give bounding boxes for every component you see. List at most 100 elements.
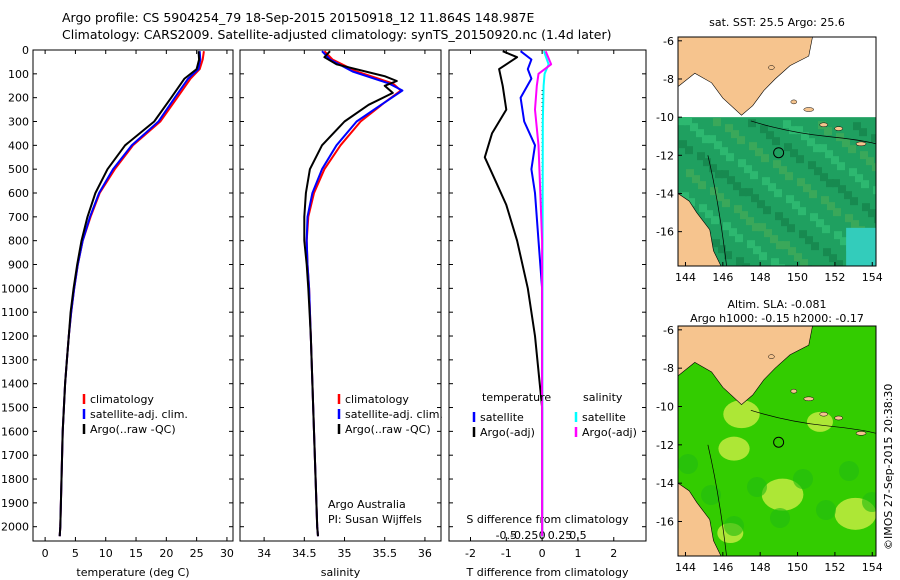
- x-tick-label-temperature: 0: [42, 547, 49, 560]
- sst-cell: [825, 150, 833, 159]
- map-x-tick-label: 144: [675, 271, 696, 284]
- y-tick-label: 600: [8, 187, 29, 200]
- map-y-tick-label: -12: [656, 439, 674, 452]
- sst-cell: [811, 242, 819, 251]
- sst-cell: [766, 131, 774, 140]
- legend-label-temperature: climatology: [90, 393, 154, 406]
- sst-cell: [731, 130, 739, 139]
- sst-cell: [697, 152, 705, 161]
- sst-cell: [801, 132, 809, 141]
- sst-cell: [752, 223, 760, 232]
- sst-cell: [848, 145, 856, 154]
- sst-cell: [829, 254, 837, 263]
- x-tick-label-difference: 0: [539, 547, 546, 560]
- sst-cell: [723, 222, 731, 231]
- x-tick-label-temperature: 25: [190, 547, 204, 560]
- sst-cell: [831, 156, 839, 165]
- map-title: sat. SST: 25.5 Argo: 25.6: [709, 16, 845, 29]
- y-tick-label: 900: [8, 259, 29, 272]
- sst-cell: [720, 147, 728, 156]
- sst-cell: [872, 163, 876, 172]
- sst-cell: [797, 178, 805, 187]
- legend-label-temperature: Argo(-adj): [480, 426, 535, 439]
- sst-cell: [871, 134, 876, 143]
- island: [790, 388, 798, 394]
- y-tick-label: 0: [22, 44, 29, 57]
- sst-cell: [786, 195, 794, 204]
- series-line-argo-raw-qc-: [58, 51, 201, 537]
- island: [819, 411, 828, 417]
- sla-low-patch: [839, 461, 859, 481]
- island: [803, 396, 815, 402]
- sst-cell: [837, 162, 845, 171]
- map-frame: [677, 36, 877, 267]
- sst-cell: [760, 125, 768, 134]
- map-x-tick-label: 148: [750, 561, 771, 574]
- sst-cell: [725, 124, 733, 133]
- sst-cell: [698, 181, 706, 190]
- island: [819, 122, 828, 128]
- x-tick-label-temperature: 5: [72, 547, 79, 560]
- x-tick-label-salinity: 36: [418, 547, 432, 560]
- series-line-satellite-adj-clim-: [305, 50, 404, 537]
- sla-high-patch: [718, 436, 750, 461]
- map-y-tick-label: -8: [663, 362, 674, 375]
- map-y-tick-label: -16: [656, 226, 674, 239]
- chart-title-line1: Argo profile: CS 5904254_79 18-Sep-2015 …: [62, 10, 535, 25]
- x-tick-label-difference: 1: [574, 547, 581, 560]
- sst-cell: [685, 146, 693, 155]
- sst-cell: [751, 194, 759, 203]
- y-tick-label: 300: [8, 116, 29, 129]
- island: [768, 65, 775, 70]
- sst-cell: [835, 260, 843, 266]
- sst-cell: [787, 224, 795, 233]
- land-new-guinea: [678, 37, 813, 116]
- land-australia: [678, 482, 722, 556]
- sst-cell: [789, 126, 797, 135]
- x-tick-label-salinity: 35: [338, 547, 352, 560]
- sst-cell: [874, 215, 876, 224]
- map-body-sst_map: [678, 37, 876, 266]
- sla-low-patch: [701, 485, 721, 505]
- map-frame: [677, 325, 877, 557]
- sst-cell: [785, 172, 793, 181]
- sst-cell: [737, 136, 745, 145]
- y-tick-label: 2000: [1, 521, 29, 534]
- x-tick-label-salinity: 34: [257, 547, 271, 560]
- sst-cell: [745, 188, 753, 197]
- legend-label-salinity: Argo(..raw -QC): [345, 423, 431, 436]
- x-tick-label-temperature: 20: [159, 547, 173, 560]
- y-tick-label: 1800: [1, 473, 29, 486]
- y-tick-label: 1600: [1, 425, 29, 438]
- series-line-satellite-adj-clim-: [58, 51, 202, 537]
- x-tick-label-temperature: 10: [99, 547, 113, 560]
- sst-cell: [836, 133, 844, 142]
- sst-cell: [716, 193, 724, 202]
- sst-cell: [788, 247, 796, 256]
- island: [855, 141, 867, 147]
- island: [803, 107, 815, 112]
- x-axis-label-salinity: salinity: [321, 566, 361, 579]
- map-y-tick-label: -6: [663, 35, 674, 48]
- sst-cell: [734, 205, 742, 214]
- sst-cell: [714, 141, 722, 150]
- map-y-tick-label: -8: [663, 73, 674, 86]
- x-tick-label-s: 0.5: [569, 529, 587, 542]
- land-australia: [678, 193, 722, 266]
- series-line-argo-raw-qc-: [303, 50, 398, 537]
- sst-cell: [749, 142, 757, 151]
- y-tick-label: 700: [8, 211, 29, 224]
- map-x-tick-label: 154: [862, 561, 883, 574]
- panel-frame-difference: [448, 49, 647, 542]
- sst-cell: [873, 186, 876, 195]
- sst-cell: [772, 137, 780, 146]
- sst-cell: [821, 196, 829, 205]
- island: [790, 99, 798, 105]
- sst-cell: [816, 219, 824, 228]
- sst-cell: [774, 189, 782, 198]
- sst-cell: [813, 144, 821, 153]
- sst-cell: [807, 138, 815, 147]
- sst-cell: [781, 218, 789, 227]
- sst-cell: [763, 206, 771, 215]
- sst-cell: [692, 175, 700, 184]
